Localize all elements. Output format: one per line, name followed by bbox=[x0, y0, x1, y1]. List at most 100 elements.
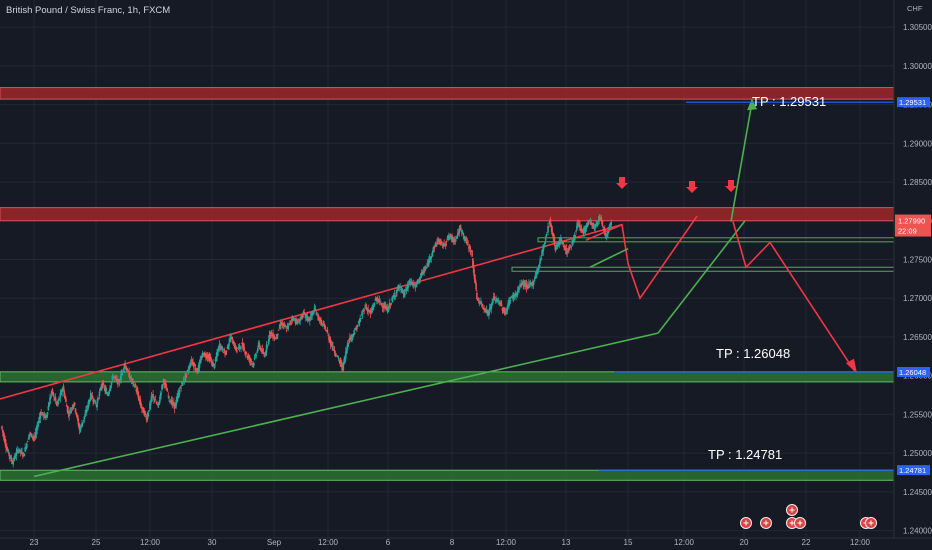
candle-body bbox=[575, 230, 577, 232]
y-tick-label: 1.27000 bbox=[903, 294, 932, 303]
candle-body bbox=[600, 218, 603, 222]
candle-body bbox=[380, 303, 383, 305]
candle-body bbox=[88, 399, 90, 405]
candle-body bbox=[58, 398, 61, 400]
candle-body bbox=[134, 384, 137, 388]
candle-body bbox=[358, 321, 361, 326]
candle-body bbox=[477, 299, 480, 301]
candle-body bbox=[255, 354, 258, 357]
candle-body bbox=[443, 243, 445, 246]
candle-body bbox=[47, 405, 50, 411]
candle-body bbox=[34, 431, 37, 438]
current-price-tag bbox=[895, 214, 931, 237]
candle-body bbox=[23, 453, 26, 457]
candle-body bbox=[607, 231, 609, 234]
candle-body bbox=[156, 403, 158, 405]
candle-body bbox=[456, 236, 458, 238]
candle-body bbox=[77, 416, 79, 422]
candle-body bbox=[5, 444, 7, 449]
candle-body bbox=[197, 370, 199, 374]
candle-body bbox=[495, 297, 497, 300]
candle-body bbox=[298, 322, 301, 324]
candle-body bbox=[283, 323, 286, 325]
candle-body bbox=[577, 223, 580, 225]
y-tick-label: 1.26500 bbox=[903, 333, 932, 342]
candle-body bbox=[483, 308, 485, 310]
candle-body bbox=[129, 376, 132, 378]
x-tick-label: 6 bbox=[386, 538, 391, 547]
candle-body bbox=[270, 332, 273, 335]
candle-body bbox=[160, 393, 162, 396]
zone-support-mid bbox=[0, 371, 895, 383]
candle-body bbox=[268, 335, 270, 342]
candle-body bbox=[176, 396, 178, 402]
candle-body bbox=[445, 241, 448, 242]
candle-body bbox=[299, 318, 302, 322]
candle-body bbox=[277, 333, 279, 336]
event-marker-glyph bbox=[743, 520, 749, 526]
candle-body bbox=[488, 311, 490, 316]
candle-body bbox=[93, 399, 96, 402]
candle-body bbox=[472, 258, 474, 267]
candle-body bbox=[105, 392, 108, 394]
candle-body bbox=[378, 299, 381, 302]
candle-body bbox=[155, 402, 158, 404]
candle-body bbox=[444, 243, 447, 246]
pattern-green-line-1 bbox=[589, 247, 629, 268]
candle-body bbox=[334, 352, 337, 356]
candle-body bbox=[73, 403, 75, 407]
candle-body bbox=[458, 228, 461, 234]
candle-body bbox=[148, 410, 150, 412]
candle-body bbox=[183, 380, 186, 382]
candle-body bbox=[544, 238, 547, 241]
tp-price-tag bbox=[897, 465, 930, 476]
candle-body bbox=[189, 362, 192, 367]
candle-body bbox=[581, 229, 584, 231]
candle-body bbox=[213, 363, 215, 366]
candle-body bbox=[291, 319, 294, 321]
candle-body bbox=[236, 350, 238, 351]
candle-body bbox=[323, 323, 325, 326]
candle-body bbox=[376, 297, 378, 300]
candle-body bbox=[467, 242, 469, 244]
candle-body bbox=[70, 408, 73, 410]
candle-body bbox=[336, 355, 338, 357]
candle-body bbox=[527, 285, 529, 288]
x-tick-label: 20 bbox=[740, 538, 749, 547]
candle-body bbox=[7, 450, 10, 453]
candle-body bbox=[60, 390, 62, 396]
candle-body bbox=[460, 230, 463, 233]
candle-body bbox=[26, 441, 29, 443]
chart-title: British Pound / Swiss Franc, 1h, FXCM bbox=[6, 5, 171, 16]
candle-body bbox=[16, 449, 18, 452]
candle-body bbox=[45, 414, 48, 418]
tp-label: TP : 1.26048 bbox=[716, 346, 790, 361]
candle-body bbox=[344, 351, 347, 359]
candle-body bbox=[114, 376, 117, 378]
y-tick-label: 1.30000 bbox=[903, 62, 932, 71]
candle-body bbox=[297, 321, 300, 323]
candle-body bbox=[317, 315, 320, 321]
x-tick-label: 12:00 bbox=[140, 538, 161, 547]
candle-body bbox=[231, 336, 234, 340]
candle-body bbox=[482, 306, 485, 308]
candle-body bbox=[25, 443, 28, 448]
candle-body bbox=[97, 399, 99, 401]
candle-body bbox=[223, 349, 226, 353]
x-tick-label: 13 bbox=[562, 538, 571, 547]
candle-body bbox=[344, 356, 346, 363]
price-axis-bg bbox=[894, 0, 932, 550]
candle-body bbox=[605, 235, 608, 238]
event-marker-icon bbox=[865, 517, 877, 529]
candle-body bbox=[105, 388, 107, 391]
candle-body bbox=[9, 456, 12, 459]
candle-body bbox=[196, 367, 198, 373]
candle-body bbox=[57, 402, 59, 405]
candle-body bbox=[416, 282, 418, 285]
projection-down bbox=[732, 221, 855, 371]
candle-body bbox=[37, 425, 39, 428]
candle-body bbox=[440, 241, 443, 243]
candle-body bbox=[54, 397, 57, 401]
